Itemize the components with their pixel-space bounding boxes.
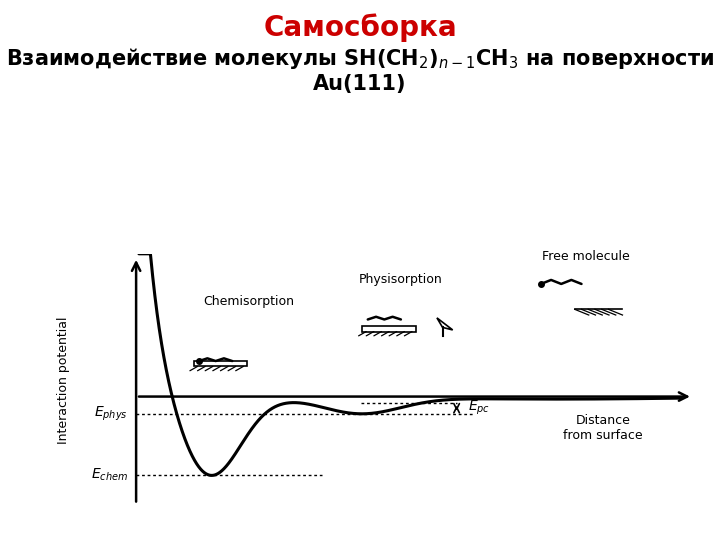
Polygon shape — [437, 318, 453, 330]
Text: Free molecule: Free molecule — [542, 251, 630, 264]
Bar — [194, 361, 247, 367]
Text: Chemisorption: Chemisorption — [203, 295, 294, 308]
Bar — [362, 326, 416, 332]
Text: $E_{phys}$: $E_{phys}$ — [94, 404, 127, 423]
Text: Самосборка: Самосборка — [264, 14, 456, 42]
Text: Взаимодействие молекулы SH(CH$_2$)$_{n-1}$CH$_3$ на поверхности
Au(111): Взаимодействие молекулы SH(CH$_2$)$_{n-1… — [6, 46, 714, 94]
Text: $E_{chem}$: $E_{chem}$ — [91, 467, 127, 483]
Text: $E_{pc}$: $E_{pc}$ — [468, 399, 490, 417]
Text: Physisorption: Physisorption — [359, 273, 442, 286]
Text: Distance
from surface: Distance from surface — [563, 414, 643, 442]
Text: Interaction potential: Interaction potential — [56, 317, 70, 444]
